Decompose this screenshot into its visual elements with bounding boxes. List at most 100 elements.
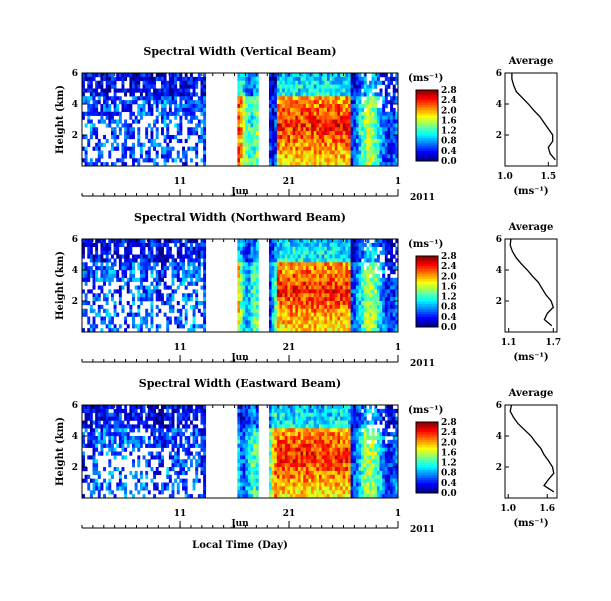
heatmap-cell <box>121 104 125 109</box>
heatmap-cell <box>371 115 375 120</box>
heatmap-cell <box>253 324 257 329</box>
heatmap-cell <box>195 80 199 85</box>
heatmap-cell <box>295 320 299 325</box>
heatmap-cell <box>276 297 280 302</box>
heatmap-cell <box>189 242 193 248</box>
heatmap-cell <box>150 428 154 433</box>
heatmap-cell <box>250 138 254 144</box>
heatmap-cell <box>290 80 293 85</box>
heatmap-cell <box>326 328 330 333</box>
heatmap-cell <box>353 270 357 275</box>
heatmap-cell <box>124 92 128 97</box>
heatmap-cell <box>313 297 317 302</box>
heatmap-cell <box>292 96 296 101</box>
heatmap-cell <box>97 424 101 429</box>
heatmap-cell <box>118 73 122 78</box>
heatmap-cell <box>313 250 317 255</box>
heatmap-cell <box>82 312 85 317</box>
heatmap-cell <box>237 123 241 128</box>
heatmap-cell <box>121 107 125 113</box>
heatmap-cell <box>192 80 196 85</box>
heatmap-cell <box>179 254 183 259</box>
heatmap-cell <box>326 80 330 85</box>
heatmap-cell <box>276 242 280 248</box>
heatmap-cell <box>384 239 388 244</box>
heatmap-cell <box>126 246 130 251</box>
heatmap-cell <box>100 405 104 410</box>
heatmap-cell <box>195 273 199 279</box>
heatmap-cell <box>95 142 99 147</box>
heatmap-cell <box>192 250 196 255</box>
heatmap-cell <box>358 262 362 267</box>
heatmap-cell <box>89 439 93 445</box>
heatmap-cell <box>274 119 278 124</box>
heatmap-cell <box>121 273 125 279</box>
heatmap-cell <box>369 289 372 294</box>
heatmap-cell <box>297 254 301 259</box>
heatmap-cell <box>240 285 243 290</box>
heatmap-cell <box>361 308 365 313</box>
heatmap-cell <box>395 115 399 120</box>
heatmap-cell <box>321 150 325 155</box>
heatmap-cell <box>176 308 180 313</box>
heatmap-cell <box>89 424 93 429</box>
heatmap-cell <box>171 432 175 437</box>
heatmap-cell <box>311 88 315 93</box>
heatmap-cell <box>321 266 325 271</box>
heatmap-cell <box>97 436 101 441</box>
heatmap-cell <box>247 281 251 286</box>
heatmap-cell <box>182 293 185 298</box>
heatmap-cell <box>387 246 391 251</box>
heatmap-cell <box>305 73 309 78</box>
heatmap-cell <box>276 281 280 286</box>
heatmap-cell <box>329 250 333 255</box>
heatmap-cell <box>105 405 109 410</box>
heatmap-cell <box>174 84 178 89</box>
heatmap-cell <box>89 254 93 259</box>
heatmap-cell <box>163 92 167 97</box>
heatmap-cell <box>155 96 159 101</box>
heatmap-cell <box>387 84 391 89</box>
heatmap-cell <box>337 111 341 116</box>
heatmap-cell <box>358 142 362 147</box>
colorbar-label: (ms⁻¹) <box>408 239 443 250</box>
heatmap-cell <box>345 119 349 124</box>
heatmap-cell <box>182 92 185 97</box>
heatmap-cell <box>340 285 343 290</box>
heatmap-cell <box>390 131 394 136</box>
heatmap-cell <box>197 273 201 279</box>
heatmap-cell <box>84 467 88 472</box>
heatmap-cell <box>118 482 122 487</box>
heatmap-cell <box>108 73 112 78</box>
heatmap-cell <box>145 424 149 429</box>
heatmap-cell <box>250 324 254 329</box>
heatmap-cell <box>268 84 272 89</box>
heatmap-cell <box>284 242 288 248</box>
heatmap-cell <box>276 150 280 155</box>
heatmap-cell <box>350 281 354 286</box>
heatmap-cell <box>316 146 320 151</box>
heatmap-cell <box>308 270 312 275</box>
heatmap-cell <box>176 262 180 267</box>
heatmap-cell <box>247 328 251 333</box>
heatmap-cell <box>166 154 170 159</box>
heatmap-cell <box>87 486 91 491</box>
heatmap-cell <box>155 470 159 476</box>
heatmap-cell <box>245 297 249 302</box>
heatmap-cell <box>295 150 299 155</box>
heatmap-cell <box>313 328 317 333</box>
heatmap-cell <box>203 146 207 151</box>
heatmap-cell <box>240 127 243 132</box>
heatmap-cell <box>321 242 325 248</box>
heatmap-cell <box>137 242 141 248</box>
heatmap-cell <box>358 73 362 78</box>
heatmap-cell <box>268 135 272 140</box>
heatmap-cell <box>153 436 157 441</box>
heatmap-cell <box>321 96 325 101</box>
heatmap-cell <box>197 138 201 144</box>
heatmap-cell <box>342 88 346 93</box>
heatmap-cell <box>187 104 191 109</box>
heatmap-cell <box>100 285 104 290</box>
heatmap-cell <box>350 289 354 294</box>
heatmap-cell <box>100 416 104 421</box>
